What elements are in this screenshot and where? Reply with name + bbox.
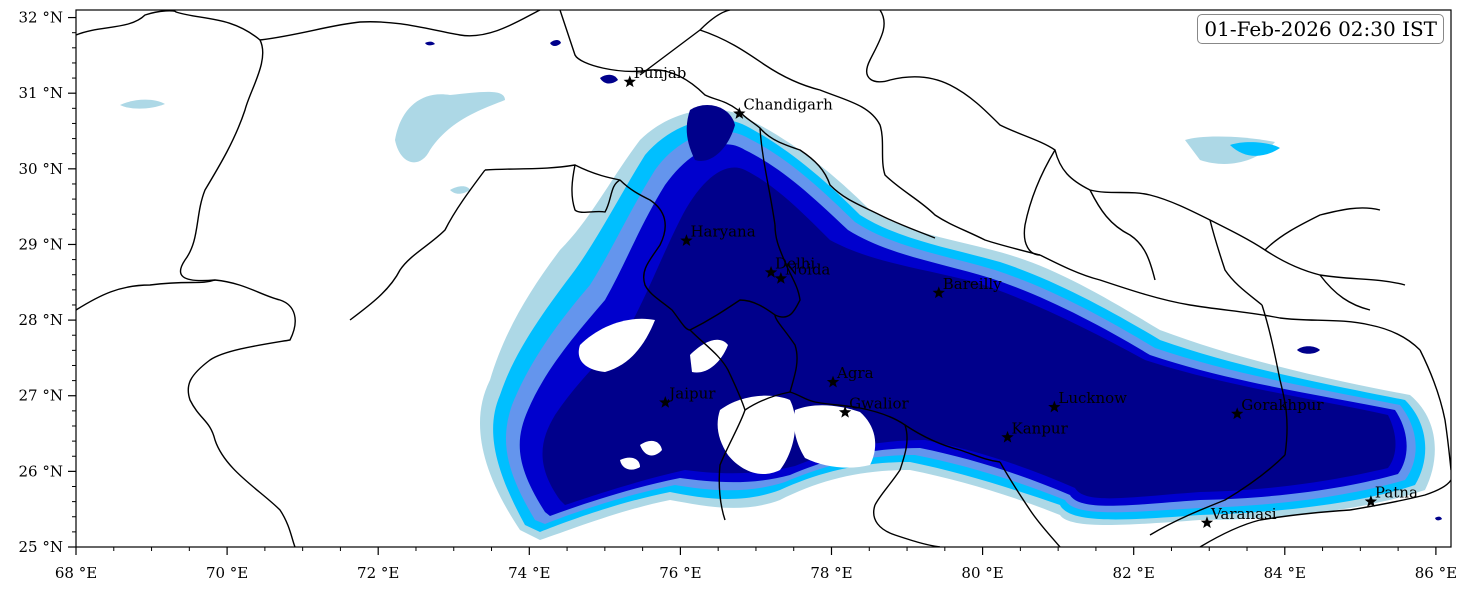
- city-label-gorakhpur: Gorakhpur: [1241, 396, 1324, 414]
- x-tick-label: 80 °E: [961, 564, 1003, 582]
- city-marker-punjab: [623, 75, 636, 88]
- city-label-punjab: Punjab: [634, 64, 687, 82]
- y-tick-label: 27 °N: [19, 387, 63, 405]
- y-tick-label: 29 °N: [19, 235, 63, 253]
- city-marker-lucknow: [1048, 400, 1061, 413]
- x-tick-label: 84 °E: [1264, 564, 1306, 582]
- x-tick-label: 76 °E: [659, 564, 701, 582]
- city-label-lucknow: Lucknow: [1058, 389, 1127, 407]
- precip-gaps: [578, 318, 876, 475]
- y-tick-label: 26 °N: [19, 462, 63, 480]
- city-marker-varanasi: [1200, 516, 1214, 529]
- city-marker-kanpur: [1001, 430, 1014, 443]
- city-label-jaipur: Jaipur: [667, 385, 716, 403]
- y-tick-label: 31 °N: [19, 84, 63, 102]
- precipitation-field: [120, 40, 1442, 540]
- y-tick-label: 25 °N: [19, 538, 63, 556]
- city-marker-patna: [1364, 495, 1378, 507]
- y-tick-label: 32 °N: [19, 9, 63, 27]
- city-label-haryana: Haryana: [690, 223, 755, 241]
- x-tick-label: 68 °E: [55, 564, 97, 582]
- city-label-chandigarh: Chandigarh: [743, 96, 833, 114]
- y-tick-label: 30 °N: [19, 160, 63, 178]
- city-marker-gorakhpur: [1231, 407, 1244, 420]
- x-tick-label: 72 °E: [357, 564, 399, 582]
- x-tick-label: 74 °E: [508, 564, 550, 582]
- x-tick-label: 70 °E: [206, 564, 248, 582]
- city-label-gwalior: Gwalior: [849, 394, 909, 412]
- plot-frame: [75, 9, 1452, 548]
- x-tick-label: 86 °E: [1415, 564, 1457, 582]
- city-marker-chandigarh: [733, 107, 746, 119]
- timestamp-label: 01-Feb-2026 02:30 IST: [1197, 14, 1444, 44]
- y-tick-label: 28 °N: [19, 311, 63, 329]
- city-label-varanasi: Varanasi: [1210, 505, 1277, 523]
- city-label-delhi: Delhi: [775, 254, 815, 272]
- city-marker-bareilly: [932, 286, 945, 299]
- axes: 68 °E 70 °E 72 °E 74 °E 76 °E 78 °E 80 °E 82 °E…: [19, 9, 1458, 582]
- x-tick-label: 78 °E: [810, 564, 852, 582]
- city-marker-noida: [774, 272, 788, 284]
- city-marker-gwalior: [838, 405, 852, 418]
- political-borders: [76, 10, 1451, 547]
- city-marker-delhi: [764, 265, 778, 278]
- city-marker-jaipur: [659, 396, 672, 408]
- city-marker-agra: [826, 375, 840, 388]
- city-label-bareilly: Bareilly: [943, 275, 1002, 293]
- city-label-kanpur: Kanpur: [1012, 419, 1069, 437]
- x-tick-label: 82 °E: [1113, 564, 1155, 582]
- city-label-noida: Noida: [785, 261, 831, 279]
- city-label-patna: Patna: [1375, 484, 1418, 502]
- city-marker-haryana: [680, 234, 693, 246]
- city-label-agra: Agra: [836, 364, 874, 382]
